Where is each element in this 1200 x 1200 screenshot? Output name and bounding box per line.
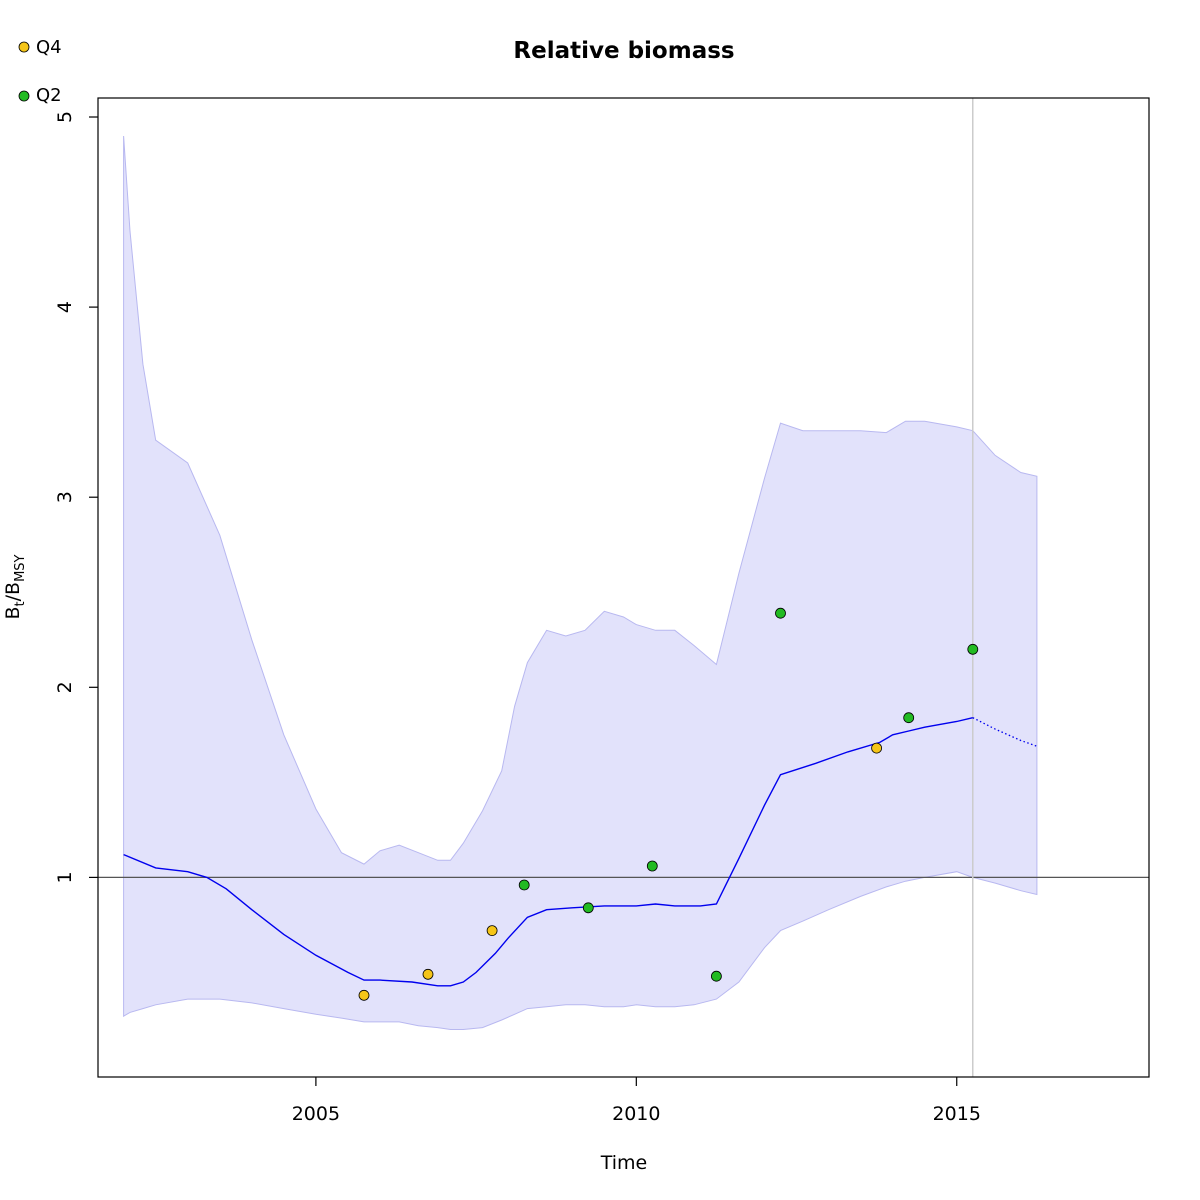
legend-label-q2: Q2 (36, 85, 62, 106)
point-q2 (775, 607, 786, 619)
y-axis-label-separator: / (2, 594, 24, 601)
y-tick-label: 3 (54, 491, 76, 503)
y-tick-label: 1 (54, 871, 76, 883)
projection-line (972, 717, 1038, 747)
y-tick-label: 4 (54, 301, 76, 313)
point-q2 (967, 643, 979, 655)
point-q2 (518, 879, 530, 891)
plot-area (98, 98, 1149, 1077)
x-tick-label: 2005 (292, 1103, 340, 1125)
x-tick-label: 2010 (612, 1103, 660, 1125)
legend-item-q2: Q2 (18, 85, 62, 106)
y-axis-label-base-2: B (2, 582, 24, 595)
axes: 2005 2010 2015 1 2 3 4 5 (54, 97, 1150, 1125)
point-q2 (903, 712, 915, 724)
y-axis-label-subscript: t (13, 601, 28, 606)
point-q2 (582, 902, 594, 914)
legend: Q4 Q2 (18, 37, 62, 106)
y-tick-label: 5 (54, 111, 76, 123)
point-q4 (422, 968, 434, 980)
chart-title: Relative biomass (513, 38, 734, 64)
point-q4 (358, 989, 370, 1001)
point-q2 (646, 860, 658, 872)
confidence-band (123, 135, 1038, 1030)
y-axis-label-base: B (2, 606, 24, 619)
y-axis-label: Bt/BMSY (2, 554, 28, 619)
y-axis-label-subscript-2: MSY (13, 554, 28, 581)
y-tick-label: 2 (54, 681, 76, 693)
x-tick-label: 2015 (933, 1103, 981, 1125)
plot-frame (97, 97, 1150, 1078)
x-axis-label: Time (600, 1152, 648, 1174)
legend-marker-q2 (18, 90, 30, 102)
legend-marker-q4 (18, 41, 30, 53)
legend-item-q4: Q4 (18, 37, 62, 58)
point-q4 (486, 925, 498, 936)
point-q4 (871, 742, 882, 754)
point-q2 (711, 970, 722, 982)
biomass-line (123, 717, 973, 987)
legend-label-q4: Q4 (36, 37, 62, 58)
